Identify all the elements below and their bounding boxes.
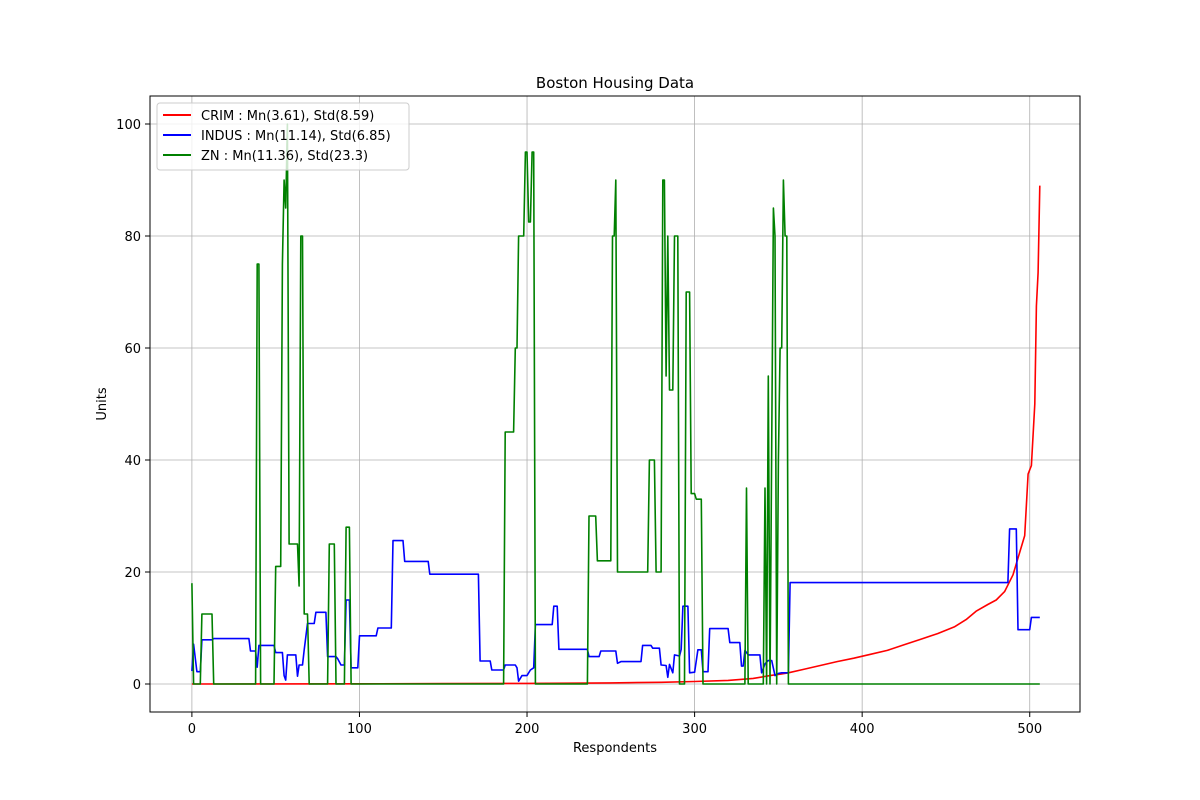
y-tick-label: 20	[124, 566, 141, 581]
y-tick-label: 40	[124, 454, 141, 469]
y-tick-label: 100	[116, 118, 141, 133]
legend-box	[156, 102, 410, 171]
x-axis-label: Respondents	[573, 741, 657, 756]
y-axis-label: Units	[95, 387, 110, 420]
axis-ticks: 0 100 200 300 400 500 0 20 40 60 80 100	[116, 118, 1042, 737]
legend-label-indus: INDUS : Mn(11.14), Std(6.85)	[201, 129, 391, 144]
crim-series-line	[191, 185, 1041, 685]
x-tick-label: 200	[515, 722, 540, 737]
y-tick-label: 0	[133, 678, 141, 693]
x-tick-label: 0	[188, 722, 196, 737]
y-tick-label: 80	[124, 230, 141, 245]
x-tick-label: 500	[1017, 722, 1042, 737]
x-tick-label: 100	[347, 722, 372, 737]
chart-title: Boston Housing Data	[536, 74, 694, 92]
legend: CRIM : Mn(3.61), Std(8.59) INDUS : Mn(11…	[156, 102, 410, 171]
x-tick-label: 300	[682, 722, 707, 737]
x-tick-label: 400	[850, 722, 875, 737]
legend-label-crim: CRIM : Mn(3.61), Std(8.59)	[201, 109, 374, 124]
plot-frame	[149, 95, 1081, 713]
legend-label-zn: ZN : Mn(11.36), Std(23.3)	[201, 149, 368, 164]
y-tick-label: 60	[124, 342, 141, 357]
